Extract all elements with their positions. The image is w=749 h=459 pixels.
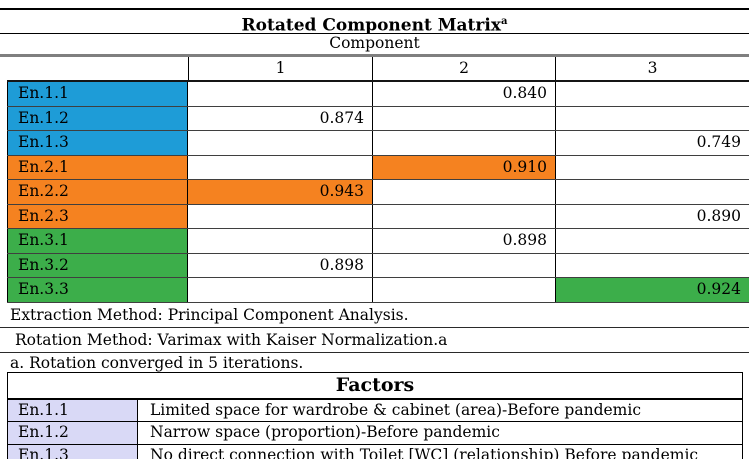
factor-description: No direct connection with Toilet [WC] (r… — [150, 445, 699, 459]
matrix-row: En.1.2 0.874 — [7, 106, 749, 131]
column-header-1: 1 — [188, 57, 372, 80]
matrix-cell — [372, 278, 555, 302]
factors-table: Factors En.1.1 Limited space for wardrob… — [7, 371, 743, 459]
matrix-row-label: En.1.1 — [7, 82, 188, 106]
factors-row: En.1.1 Limited space for wardrobe & cabi… — [8, 399, 742, 423]
matrix-row: En.3.1 0.898 — [7, 229, 749, 254]
matrix-cell: 0.898 — [319, 255, 364, 274]
matrix-cell — [188, 278, 372, 302]
factor-label: En.1.3 — [8, 444, 138, 459]
matrix-cell: 0.898 — [372, 229, 555, 253]
matrix-cell — [555, 155, 749, 179]
matrix-cell — [188, 131, 372, 155]
matrix-cell: 0.890 — [555, 204, 749, 228]
matrix-row-label: En.2.3 — [7, 204, 188, 228]
matrix-row-label: En.3.3 — [7, 278, 188, 302]
matrix-cell: 0.840 — [372, 82, 555, 106]
matrix-cell — [188, 82, 372, 106]
matrix-cell: 0.749 — [555, 131, 749, 155]
note-footnote-a: a. Rotation converged in 5 iterations. — [10, 353, 304, 372]
note-extraction-method: Extraction Method: Principal Component A… — [0, 303, 749, 328]
matrix-row-label: En.3.2 — [7, 253, 188, 277]
matrix-row-label: En.3.1 — [7, 229, 188, 253]
matrix-row: En.1.3 0.749 — [7, 131, 749, 156]
matrix-cell — [555, 229, 749, 253]
matrix-title: Rotated Component Matrixa — [0, 10, 749, 36]
matrix-row: En.1.1 0.840 — [7, 82, 749, 107]
matrix-row: En.3.2 0.898 — [7, 253, 749, 278]
matrix-cell: 0.874 — [319, 108, 364, 127]
rotated-component-matrix-table: Rotated Component Matrixa Component 1 2 … — [0, 8, 749, 372]
matrix-cell: 0.910 — [372, 155, 555, 179]
matrix-cell — [372, 180, 555, 204]
column-header-2: 2 — [372, 57, 555, 80]
matrix-cell: 0.943 — [188, 180, 372, 204]
matrix-title-superscript: a — [500, 16, 508, 27]
matrix-cell: 0.924 — [555, 278, 749, 302]
matrix-rows: En.1.1 0.840 En.1.2 0.874 En.1.3 0.749 En.2.1 0… — [0, 82, 749, 303]
factors-row: En.1.3 No direct connection with Toilet … — [8, 444, 742, 459]
factors-row: En.1.2 Narrow space (proportion)-Before … — [8, 422, 742, 445]
matrix-cell — [555, 180, 749, 204]
matrix-cell — [555, 253, 749, 277]
matrix-row: En.2.1 0.910 — [7, 155, 749, 180]
column-header-empty — [7, 57, 188, 80]
column-header-3: 3 — [555, 57, 749, 80]
matrix-row-label: En.1.3 — [7, 131, 188, 155]
matrix-row: En.2.2 0.943 — [7, 180, 749, 205]
matrix-cell — [372, 204, 555, 228]
matrix-row: En.3.3 0.924 — [7, 278, 749, 303]
matrix-cell — [188, 229, 372, 253]
matrix-cell — [372, 106, 555, 130]
matrix-cell — [555, 82, 749, 106]
note-rotation-method: Rotation Method: Varimax with Kaiser Nor… — [0, 328, 749, 353]
matrix-cell — [372, 131, 555, 155]
matrix-title-text: Rotated Component Matrix — [241, 15, 501, 36]
matrix-cell — [188, 205, 372, 229]
matrix-row: En.2.3 0.890 — [7, 204, 749, 229]
matrix-cell — [555, 106, 749, 130]
matrix-row-label: En.2.1 — [7, 155, 188, 179]
matrix-cell — [372, 253, 555, 277]
matrix-row-label: En.1.2 — [7, 106, 188, 130]
factor-label: En.1.1 — [8, 399, 138, 422]
component-group-header: Component — [0, 34, 749, 57]
factor-description: Narrow space (proportion)-Before pandemi… — [150, 423, 500, 442]
factors-title: Factors — [8, 373, 742, 400]
matrix-row-label: En.2.2 — [7, 180, 188, 204]
column-header-row: 1 2 3 — [7, 57, 749, 82]
factor-description: Limited space for wardrobe & cabinet (ar… — [150, 400, 642, 419]
matrix-cell — [188, 156, 372, 180]
factor-label: En.1.2 — [8, 422, 138, 444]
